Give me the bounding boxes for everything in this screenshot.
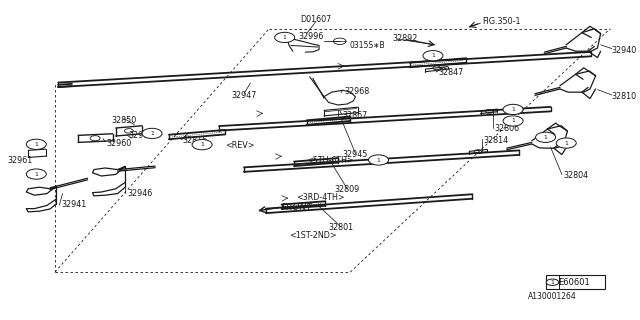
Circle shape: [423, 51, 443, 61]
Text: FRONT: FRONT: [282, 203, 312, 212]
Text: 1: 1: [431, 53, 435, 58]
Circle shape: [503, 116, 523, 126]
Text: A130001264: A130001264: [527, 292, 576, 301]
Text: <1ST-2ND>: <1ST-2ND>: [289, 231, 337, 240]
Text: 1: 1: [35, 172, 38, 177]
Text: 32946: 32946: [127, 189, 152, 198]
Text: 1: 1: [376, 157, 380, 163]
Text: 32814: 32814: [483, 136, 508, 145]
Text: 32847: 32847: [438, 68, 463, 76]
Text: <REV>: <REV>: [225, 141, 255, 150]
Circle shape: [556, 138, 576, 148]
Text: 1: 1: [564, 140, 568, 146]
Text: <5TH-6TH>: <5TH-6TH>: [307, 156, 355, 165]
Text: 32968: 32968: [344, 87, 369, 96]
Circle shape: [546, 279, 559, 285]
Text: 1: 1: [511, 118, 515, 124]
Text: D01607: D01607: [300, 15, 332, 24]
Text: 32816: 32816: [182, 136, 208, 145]
Text: E60601: E60601: [559, 278, 590, 287]
Text: 1: 1: [543, 135, 547, 140]
Circle shape: [503, 104, 523, 115]
Text: 32947: 32947: [231, 91, 257, 100]
Text: 32809: 32809: [335, 185, 360, 194]
Text: 32810: 32810: [612, 92, 637, 101]
Text: 32804: 32804: [563, 171, 588, 180]
Bar: [546, 275, 605, 289]
Circle shape: [536, 132, 556, 142]
Text: 32867: 32867: [343, 111, 368, 120]
Circle shape: [26, 169, 46, 179]
Circle shape: [142, 128, 162, 139]
Text: 32960: 32960: [106, 139, 132, 148]
Text: 1: 1: [511, 107, 515, 112]
Text: 32941: 32941: [61, 200, 86, 209]
Text: 32945: 32945: [342, 150, 368, 159]
Circle shape: [192, 140, 212, 150]
Text: 32996: 32996: [299, 32, 324, 41]
Text: <3RD-4TH>: <3RD-4TH>: [296, 193, 344, 202]
Text: 32961: 32961: [128, 131, 154, 140]
Circle shape: [26, 139, 46, 149]
Text: FIG.350-1: FIG.350-1: [482, 17, 520, 26]
Text: 32806: 32806: [494, 124, 520, 133]
Text: 1: 1: [35, 142, 38, 147]
Text: 32961: 32961: [8, 156, 33, 165]
Circle shape: [275, 32, 294, 43]
Text: 1: 1: [200, 142, 204, 147]
Text: 32892: 32892: [392, 34, 417, 43]
Text: 0315S∗B: 0315S∗B: [349, 41, 385, 50]
Text: 32940: 32940: [612, 46, 637, 55]
Text: 1: 1: [550, 280, 554, 285]
Circle shape: [369, 155, 388, 165]
Text: 1: 1: [150, 131, 154, 136]
Text: 32850: 32850: [111, 116, 136, 124]
Text: 32801: 32801: [328, 223, 353, 232]
Text: 1: 1: [283, 35, 287, 40]
